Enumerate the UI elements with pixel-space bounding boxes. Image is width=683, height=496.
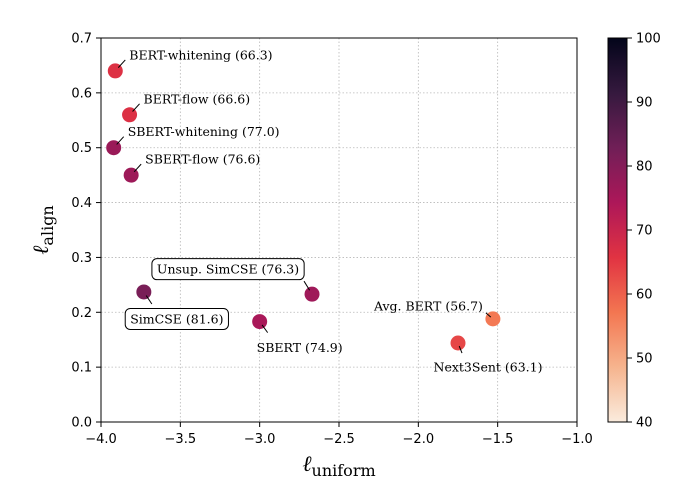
x-tick-label: −2.0 xyxy=(403,432,435,447)
point-labels: BERT-whitening (66.3) BERT-flow (66.6) SBE… xyxy=(116,47,543,375)
colorbar-tick-label: 80 xyxy=(636,160,653,175)
label-connector-simcse xyxy=(145,295,153,305)
y-tick-label: 0.2 xyxy=(71,306,92,321)
x-tick-label: −1.5 xyxy=(482,432,514,447)
colorbar xyxy=(607,37,628,423)
label-connector-bert-flow xyxy=(132,103,140,112)
label-connector-next3sent xyxy=(458,345,463,354)
point-label-simcse: SimCSE (81.6) xyxy=(130,311,223,326)
colorbar-tick-label: 90 xyxy=(636,96,653,111)
x-axis-label-sub: uniform xyxy=(312,461,376,480)
point-sbert xyxy=(252,314,268,330)
label-connector-sbert-whitening xyxy=(116,136,125,145)
point-label-next3sent: Next3Sent (63.1) xyxy=(434,360,543,375)
label-connector-avg-bert xyxy=(485,312,492,318)
y-axis-ticks: 0.0 0.1 0.2 0.3 0.4 0.5 0.6 0.7 xyxy=(71,32,101,431)
x-axis-ticks: −4.0 −3.5 −3.0 −2.5 −2.0 −1.5 −1.0 xyxy=(85,422,593,447)
colorbar-tick-label: 50 xyxy=(636,352,653,367)
y-tick-label: 0.7 xyxy=(71,32,92,47)
label-connector-sbert xyxy=(261,324,269,333)
colorbar-tick-label: 40 xyxy=(636,416,653,431)
point-label-box-simcse xyxy=(124,307,229,330)
x-tick-label: −1.0 xyxy=(561,432,593,447)
x-tick-label: −2.5 xyxy=(323,432,355,447)
point-label-bert-flow: BERT-flow (66.6) xyxy=(144,91,251,106)
y-axis-label: ℓalign xyxy=(29,205,57,255)
colorbar-tick-label: 60 xyxy=(636,288,653,303)
label-connector-sbert-flow xyxy=(133,163,142,173)
x-tick-label: −3.0 xyxy=(244,432,276,447)
y-tick-label: 0.3 xyxy=(71,251,92,266)
point-label-avg-bert: Avg. BERT (56.7) xyxy=(373,298,483,313)
y-tick-label: 0.6 xyxy=(71,86,92,101)
y-axis-label-sub: align xyxy=(38,205,57,245)
point-unsup-simcse xyxy=(304,286,320,302)
point-label-bert-whitening: BERT-whitening (66.3) xyxy=(129,47,272,62)
y-tick-label: 0.0 xyxy=(71,416,92,431)
colorbar-ticks: 40 50 60 70 80 90 100 xyxy=(627,32,661,431)
point-label-sbert-whitening: SBERT-whitening (77.0) xyxy=(128,124,280,139)
y-axis-label-main: ℓ xyxy=(29,245,54,255)
label-connector-unsup-simcse xyxy=(303,280,311,291)
point-label-sbert-flow: SBERT-flow (76.6) xyxy=(145,152,260,167)
x-axis-label: ℓuniform xyxy=(302,452,375,480)
label-connector-bert-whitening xyxy=(117,59,126,68)
point-next3sent xyxy=(450,335,466,351)
y-tick-label: 0.4 xyxy=(71,196,92,211)
y-tick-label: 0.1 xyxy=(71,361,92,376)
x-tick-label: −4.0 xyxy=(85,432,117,447)
point-avg-bert xyxy=(485,311,501,327)
y-tick-label: 0.5 xyxy=(71,141,92,156)
point-label-sbert: SBERT (74.9) xyxy=(257,340,343,355)
point-label-box-unsup-simcse xyxy=(151,258,305,281)
colorbar-tick-label: 70 xyxy=(636,224,653,239)
colorbar-tick-label: 100 xyxy=(636,32,661,47)
x-tick-label: −3.5 xyxy=(165,432,197,447)
x-axis-label-main: ℓ xyxy=(302,452,312,477)
point-simcse xyxy=(136,284,152,300)
point-label-unsup-simcse: Unsup. SimCSE (76.3) xyxy=(157,262,299,277)
